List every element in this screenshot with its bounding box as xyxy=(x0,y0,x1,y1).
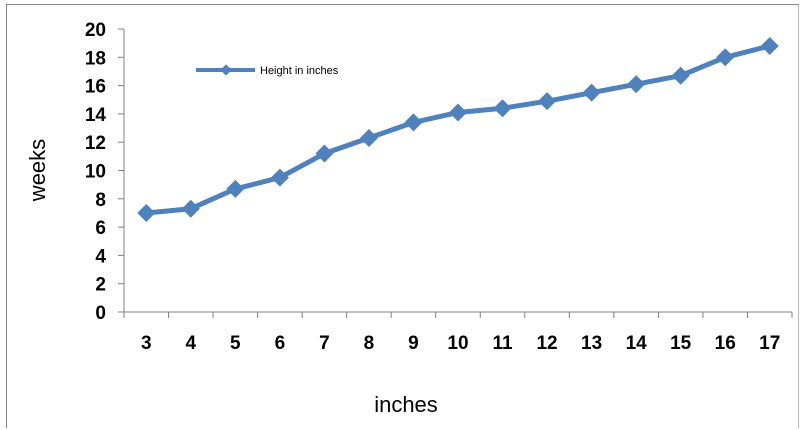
data-point-marker xyxy=(404,113,423,132)
y-tick-label: 8 xyxy=(95,190,106,211)
x-ticks: 3 4 5 6 7 8 9 10 11 12 13 14 15 16 17 xyxy=(123,312,793,354)
data-point-marker xyxy=(716,48,735,67)
x-tick-label: 4 xyxy=(186,333,197,354)
data-point-marker xyxy=(270,168,289,187)
x-tick-label: 6 xyxy=(275,333,286,354)
x-tick-label: 10 xyxy=(447,333,468,354)
legend: Height in inches xyxy=(196,64,339,77)
x-tick-label: 16 xyxy=(715,333,736,354)
y-tick-label: 12 xyxy=(85,133,106,154)
x-tick-label: 12 xyxy=(536,333,557,354)
x-tick-label: 14 xyxy=(626,333,648,354)
x-tick-label: 3 xyxy=(141,333,152,354)
data-point-marker xyxy=(627,75,646,94)
y-tick-label: 2 xyxy=(95,275,106,296)
x-tick-label: 8 xyxy=(364,333,375,354)
chart-frame xyxy=(6,4,799,428)
x-tick-label: 13 xyxy=(581,333,602,354)
x-axis-title: inches xyxy=(374,392,438,417)
data-point-marker xyxy=(582,83,601,102)
data-point-marker xyxy=(449,103,467,122)
series-group xyxy=(137,36,779,222)
data-point-marker xyxy=(181,199,200,218)
data-point-marker xyxy=(137,203,156,222)
y-tick-label: 18 xyxy=(85,48,106,69)
x-tick-label: 11 xyxy=(492,333,513,354)
data-point-marker xyxy=(671,66,690,85)
y-axis-title: weeks xyxy=(25,139,50,202)
data-point-marker xyxy=(538,92,557,111)
data-point-marker xyxy=(226,179,245,198)
y-tick-label: 16 xyxy=(85,77,106,98)
data-point-marker xyxy=(315,144,334,163)
data-point-marker xyxy=(493,99,512,118)
x-tick-label: 7 xyxy=(319,333,330,354)
y-ticks: 0 2 4 6 8 10 12 14 16 18 20 xyxy=(85,20,124,324)
legend-label: Height in inches xyxy=(260,65,339,77)
y-tick-label: 4 xyxy=(95,246,106,267)
x-tick-label: 15 xyxy=(670,333,692,354)
y-tick-label: 20 xyxy=(85,20,106,41)
y-tick-label: 0 xyxy=(95,303,106,324)
x-tick-label: 17 xyxy=(759,333,780,354)
x-tick-label: 5 xyxy=(230,333,241,354)
data-point-marker xyxy=(359,128,378,147)
y-tick-label: 14 xyxy=(85,105,107,126)
legend-swatch-marker xyxy=(220,64,232,76)
x-tick-label: 9 xyxy=(408,333,419,354)
y-tick-label: 6 xyxy=(95,218,106,239)
y-tick-label: 10 xyxy=(85,162,106,183)
data-point-marker xyxy=(760,36,779,55)
